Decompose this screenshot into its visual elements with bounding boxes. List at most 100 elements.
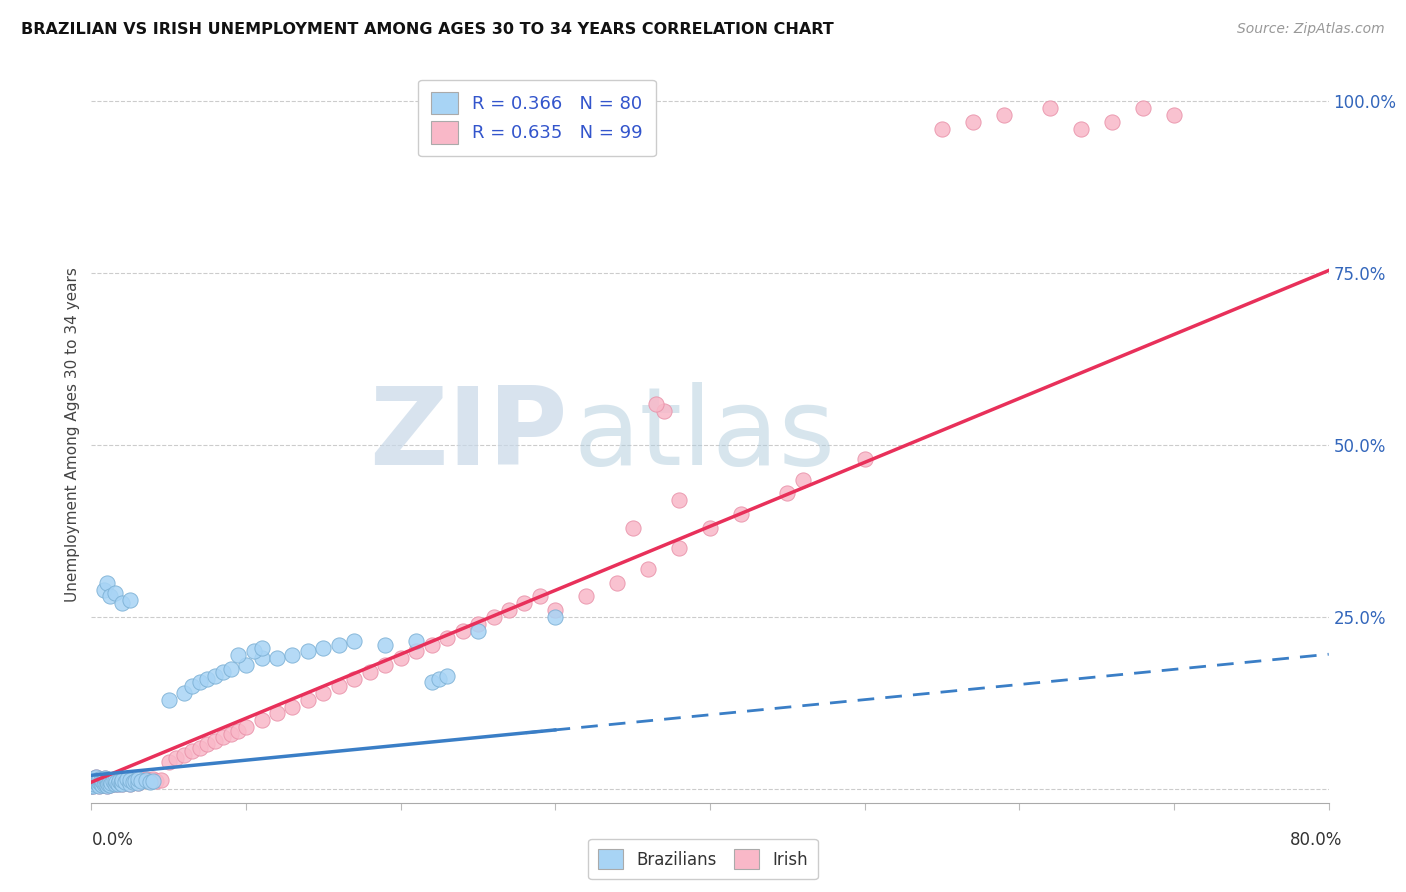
Point — [135, 772, 156, 786]
Point — [436, 631, 458, 645]
Point — [792, 473, 814, 487]
Point — [104, 586, 127, 600]
Point — [652, 404, 675, 418]
Point — [96, 779, 118, 793]
Point — [188, 740, 211, 755]
Point — [96, 575, 118, 590]
Point — [467, 624, 489, 638]
Point — [96, 772, 118, 786]
Point — [195, 672, 219, 686]
Point — [104, 773, 127, 788]
Point — [108, 773, 131, 788]
Point — [114, 775, 136, 789]
Point — [91, 773, 114, 788]
Point — [281, 648, 304, 662]
Legend: Brazilians, Irish: Brazilians, Irish — [588, 838, 818, 880]
Point — [120, 773, 141, 788]
Legend: R = 0.366   N = 80, R = 0.635   N = 99: R = 0.366 N = 80, R = 0.635 N = 99 — [418, 79, 655, 156]
Text: ZIP: ZIP — [370, 382, 568, 488]
Point — [115, 772, 138, 786]
Point — [235, 720, 257, 734]
Point — [129, 774, 152, 789]
Point — [108, 773, 131, 788]
Point — [97, 776, 120, 790]
Point — [101, 774, 124, 789]
Point — [96, 775, 118, 789]
Point — [1132, 101, 1154, 115]
Point — [96, 775, 118, 789]
Point — [145, 774, 167, 789]
Point — [82, 773, 104, 788]
Point — [668, 541, 690, 556]
Point — [544, 610, 567, 624]
Point — [90, 773, 112, 788]
Point — [94, 776, 117, 790]
Point — [111, 773, 134, 788]
Point — [91, 778, 114, 792]
Point — [142, 773, 165, 788]
Point — [124, 773, 146, 788]
Point — [120, 776, 141, 790]
Point — [374, 638, 396, 652]
Point — [127, 776, 149, 790]
Point — [250, 641, 273, 656]
Point — [129, 774, 152, 789]
Point — [467, 617, 489, 632]
Point — [498, 603, 520, 617]
Point — [297, 692, 319, 706]
Point — [389, 651, 412, 665]
Point — [637, 562, 659, 576]
Point — [343, 672, 366, 686]
Point — [122, 775, 145, 789]
Point — [100, 776, 122, 790]
Point — [211, 731, 233, 745]
Point — [86, 773, 108, 788]
Point — [111, 777, 134, 791]
Point — [93, 772, 115, 787]
Point — [93, 772, 115, 787]
Point — [91, 773, 114, 788]
Point — [82, 779, 104, 793]
Point — [84, 770, 107, 784]
Y-axis label: Unemployment Among Ages 30 to 34 years: Unemployment Among Ages 30 to 34 years — [65, 268, 80, 602]
Point — [111, 777, 134, 791]
Text: BRAZILIAN VS IRISH UNEMPLOYMENT AMONG AGES 30 TO 34 YEARS CORRELATION CHART: BRAZILIAN VS IRISH UNEMPLOYMENT AMONG AG… — [21, 22, 834, 37]
Point — [266, 706, 288, 721]
Point — [436, 668, 458, 682]
Point — [84, 770, 107, 784]
Point — [374, 658, 396, 673]
Point — [359, 665, 381, 680]
Point — [96, 779, 118, 793]
Point — [1101, 115, 1123, 129]
Point — [142, 772, 165, 787]
Point — [84, 775, 107, 789]
Point — [1039, 101, 1062, 115]
Point — [120, 776, 141, 790]
Point — [115, 772, 138, 786]
Point — [730, 507, 752, 521]
Point — [993, 108, 1015, 122]
Point — [931, 121, 953, 136]
Point — [107, 776, 129, 790]
Point — [606, 575, 628, 590]
Point — [114, 775, 136, 789]
Point — [127, 776, 149, 790]
Point — [529, 590, 551, 604]
Point — [87, 775, 111, 789]
Point — [104, 777, 127, 791]
Point — [776, 486, 799, 500]
Point — [86, 777, 108, 791]
Point — [90, 773, 112, 788]
Point — [157, 755, 180, 769]
Point — [328, 679, 350, 693]
Text: 80.0%: 80.0% — [1291, 831, 1343, 849]
Point — [93, 582, 115, 597]
Point — [83, 776, 105, 790]
Point — [513, 596, 536, 610]
Point — [166, 751, 188, 765]
Point — [80, 779, 103, 793]
Point — [226, 648, 250, 662]
Point — [1163, 108, 1185, 122]
Point — [204, 668, 226, 682]
Point — [312, 686, 335, 700]
